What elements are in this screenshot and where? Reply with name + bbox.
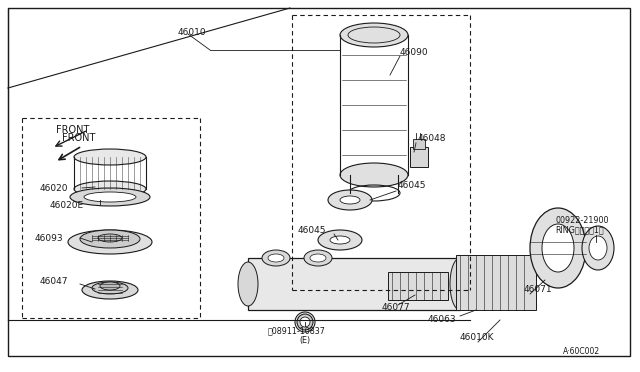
Bar bbox=[413, 139, 425, 149]
Ellipse shape bbox=[70, 188, 150, 206]
Bar bbox=[410, 147, 428, 167]
Bar bbox=[388, 272, 448, 300]
Ellipse shape bbox=[589, 236, 607, 260]
Ellipse shape bbox=[84, 192, 136, 202]
Text: 46048: 46048 bbox=[418, 134, 447, 142]
Ellipse shape bbox=[542, 224, 574, 272]
Ellipse shape bbox=[98, 234, 122, 242]
Text: FRONT: FRONT bbox=[56, 125, 90, 135]
Ellipse shape bbox=[297, 314, 313, 330]
Text: 46090: 46090 bbox=[400, 48, 429, 57]
Ellipse shape bbox=[530, 208, 586, 288]
Ellipse shape bbox=[450, 258, 470, 310]
Ellipse shape bbox=[80, 230, 140, 248]
Ellipse shape bbox=[330, 236, 350, 244]
Text: 46045: 46045 bbox=[298, 225, 326, 234]
Text: A·60C002: A·60C002 bbox=[563, 347, 600, 356]
Text: 46010K: 46010K bbox=[460, 334, 495, 343]
Text: 46077: 46077 bbox=[382, 304, 411, 312]
Ellipse shape bbox=[100, 282, 120, 290]
Ellipse shape bbox=[68, 230, 152, 254]
Ellipse shape bbox=[328, 190, 372, 210]
Text: 00922-21900: 00922-21900 bbox=[555, 215, 609, 224]
Ellipse shape bbox=[82, 281, 138, 299]
Bar bbox=[456, 255, 536, 310]
Text: 46047: 46047 bbox=[40, 278, 68, 286]
Ellipse shape bbox=[268, 254, 284, 262]
Ellipse shape bbox=[300, 317, 310, 327]
Text: 46045: 46045 bbox=[398, 180, 426, 189]
Ellipse shape bbox=[74, 149, 146, 165]
Text: FRONT: FRONT bbox=[62, 133, 95, 143]
Ellipse shape bbox=[238, 262, 258, 306]
Ellipse shape bbox=[92, 282, 128, 294]
Ellipse shape bbox=[304, 250, 332, 266]
Ellipse shape bbox=[74, 181, 146, 197]
Ellipse shape bbox=[310, 254, 326, 262]
Text: 46093: 46093 bbox=[35, 234, 63, 243]
Text: 46010: 46010 bbox=[178, 28, 207, 37]
Ellipse shape bbox=[340, 23, 408, 47]
Text: 46063: 46063 bbox=[428, 315, 456, 324]
Ellipse shape bbox=[318, 230, 362, 250]
Text: 46071: 46071 bbox=[524, 285, 552, 295]
Text: ⓝ08911-10837: ⓝ08911-10837 bbox=[268, 326, 326, 335]
Text: RINGリング（1）: RINGリング（1） bbox=[555, 225, 604, 234]
Ellipse shape bbox=[262, 250, 290, 266]
Ellipse shape bbox=[582, 226, 614, 270]
Text: 46020: 46020 bbox=[40, 183, 68, 192]
Text: 46020E: 46020E bbox=[50, 201, 84, 209]
Bar bbox=[248, 258, 460, 310]
Text: (E): (E) bbox=[300, 336, 310, 345]
Ellipse shape bbox=[340, 163, 408, 187]
Ellipse shape bbox=[340, 196, 360, 204]
